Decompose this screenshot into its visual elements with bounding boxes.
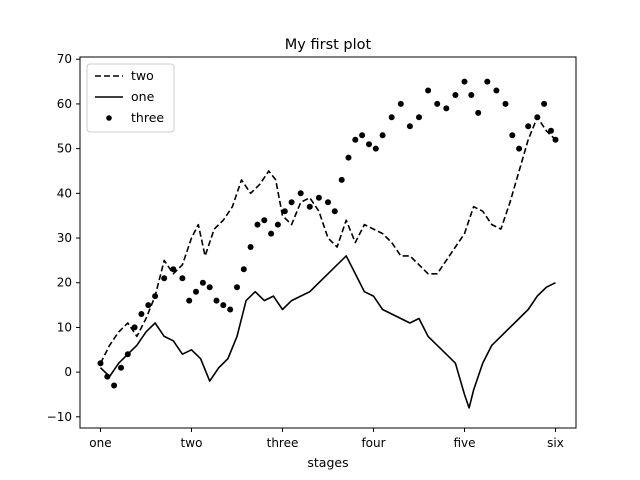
chart-title: My first plot: [285, 37, 372, 53]
data-point-three: [475, 109, 482, 116]
data-point-three: [366, 141, 372, 148]
legend-label-one: one: [131, 89, 155, 104]
data-point-three: [461, 78, 468, 85]
data-point-three: [145, 302, 152, 309]
data-point-three: [325, 199, 331, 206]
data-point-three: [345, 154, 352, 161]
data-point-three: [220, 302, 227, 309]
data-point-three: [509, 132, 516, 139]
data-point-three: [104, 373, 111, 380]
data-point-three: [434, 100, 441, 107]
x-tick-label: two: [181, 436, 203, 450]
data-point-three: [338, 176, 345, 183]
data-point-three: [388, 114, 395, 121]
x-tick-label: five: [453, 436, 475, 450]
data-point-three: [352, 136, 359, 143]
y-tick-label: 70: [57, 52, 72, 66]
data-point-three: [179, 275, 186, 282]
data-point-three: [516, 145, 523, 152]
data-point-three: [118, 364, 124, 371]
data-point-three: [111, 382, 118, 389]
legend-swatch-three: [106, 115, 112, 121]
legend-frame: [86, 63, 175, 133]
y-tick-label: 30: [57, 231, 72, 245]
data-point-three: [161, 275, 168, 282]
data-point-three: [206, 284, 213, 291]
data-point-three: [452, 92, 459, 98]
legend-label-two: two: [131, 68, 154, 83]
data-point-three: [425, 87, 432, 94]
data-point-three: [97, 360, 104, 367]
series-layer: [97, 78, 559, 409]
data-point-three: [199, 279, 206, 286]
data-point-three: [261, 217, 268, 224]
plot-area: one two three four five six −10 0 10 20 30 40 50 60 7…: [47, 52, 577, 450]
data-point-three: [152, 293, 159, 300]
data-point-three: [274, 221, 281, 228]
data-point-three: [331, 208, 338, 215]
data-point-three: [131, 324, 138, 331]
data-point-three: [548, 127, 554, 134]
plot-frame: [79, 56, 577, 429]
data-point-three: [297, 190, 304, 197]
data-point-three: [372, 145, 379, 152]
data-point-three: [443, 105, 450, 112]
data-point-three: [315, 194, 322, 201]
x-tick-label: one: [89, 436, 111, 450]
data-point-three: [227, 306, 234, 313]
data-point-three: [502, 100, 509, 107]
y-tick-label: 60: [57, 97, 72, 111]
legend-label-three: three: [131, 110, 164, 125]
data-point-three: [525, 123, 532, 130]
data-point-three: [124, 351, 131, 358]
data-point-three: [281, 208, 288, 215]
data-point-three: [186, 297, 193, 304]
data-point-three: [484, 78, 491, 85]
data-point-three: [379, 132, 386, 139]
y-tick-label: 50: [57, 142, 72, 156]
data-point-three: [541, 100, 548, 107]
data-point-three: [397, 100, 404, 107]
data-point-three: [138, 311, 145, 317]
data-point-three: [359, 132, 366, 139]
series-three-markers: [97, 78, 559, 389]
data-point-three: [268, 230, 275, 237]
y-tick-label: −10: [47, 410, 72, 424]
y-tick-label: 0: [64, 365, 72, 379]
x-axis: one two three four five six: [89, 428, 564, 450]
data-point-three: [213, 297, 220, 304]
y-tick-label: 10: [57, 320, 72, 334]
legend: two one three: [86, 63, 175, 133]
x-tick-label: four: [361, 436, 385, 450]
series-line-one: [99, 255, 556, 409]
x-axis-title: stages: [307, 455, 348, 470]
x-tick-label: three: [267, 436, 299, 450]
data-point-three: [254, 221, 261, 228]
data-point-three: [416, 114, 422, 121]
data-point-three: [534, 114, 541, 121]
series-line-two: [99, 116, 557, 364]
data-point-three: [406, 123, 413, 130]
y-axis: −10 0 10 20 30 40 50 60 70: [47, 52, 80, 424]
data-point-three: [193, 288, 199, 295]
data-point-three: [493, 87, 500, 94]
data-point-three: [240, 266, 247, 273]
data-point-three: [306, 203, 313, 210]
data-point-three: [552, 136, 559, 143]
y-tick-label: 20: [57, 276, 72, 290]
data-point-three: [288, 199, 295, 206]
data-point-three: [234, 284, 240, 291]
data-point-three: [170, 266, 177, 273]
data-point-three: [247, 244, 254, 250]
y-tick-label: 40: [57, 186, 72, 200]
x-tick-label: six: [547, 436, 564, 450]
data-point-three: [468, 92, 475, 98]
